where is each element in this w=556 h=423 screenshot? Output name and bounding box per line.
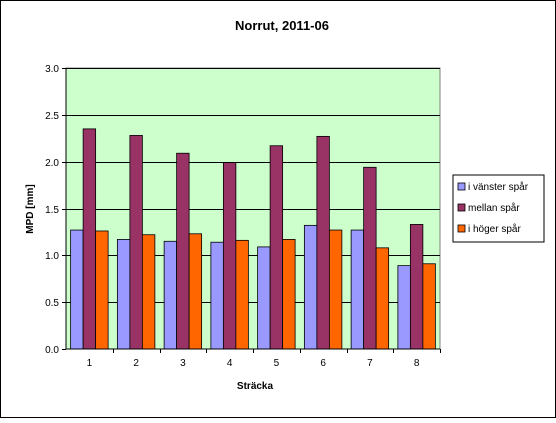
- bar: [163, 240, 178, 350]
- x-tick-label: 4: [227, 358, 233, 369]
- bar: [282, 239, 296, 350]
- x-tick-label: 8: [414, 358, 420, 369]
- y-tick-label: 0.5: [45, 298, 59, 309]
- x-axis-label: Sträcka: [237, 381, 274, 392]
- bar: [257, 246, 271, 350]
- legend-swatch: [457, 224, 466, 233]
- bar: [235, 239, 249, 350]
- y-axis-label: MPD [mm]: [25, 184, 36, 233]
- bar: [95, 230, 109, 350]
- bar: [269, 145, 284, 350]
- y-tick-label: 1.0: [45, 251, 59, 262]
- y-tick-label: 2.0: [45, 158, 59, 169]
- bar: [303, 224, 318, 350]
- x-tick-label: 3: [180, 358, 186, 369]
- x-axis-ticks: 1 2 3 4 5 6 7 8: [87, 349, 441, 369]
- x-tick-label: 7: [367, 358, 373, 369]
- legend-label: i höger spår: [468, 223, 521, 235]
- y-tick-label: 3.0: [45, 64, 59, 75]
- bar: [82, 128, 97, 350]
- bar: [375, 247, 390, 350]
- bar: [350, 229, 365, 350]
- legend-label: i vänster spår: [468, 181, 529, 193]
- bar: [129, 135, 143, 350]
- bar: [222, 162, 237, 350]
- legend: i vänster spår mellan spår i höger spår: [452, 174, 545, 243]
- legend-box: [452, 174, 545, 243]
- bar: [176, 152, 190, 350]
- bar: [70, 229, 84, 350]
- bar: [328, 229, 343, 350]
- bar: [316, 135, 330, 350]
- y-tick-label: 2.5: [45, 111, 59, 122]
- x-tick-label: 2: [133, 358, 139, 369]
- y-tick-label: 0.0: [45, 345, 59, 356]
- bar: [397, 265, 411, 350]
- y-axis-ticks: 0.0 0.5 1.0 1.5 2.0 2.5 3.0: [45, 64, 66, 356]
- legend-label: mellan spår: [468, 202, 520, 214]
- bar: [409, 224, 424, 350]
- x-tick-label: 1: [87, 358, 93, 369]
- bar: [363, 166, 377, 350]
- x-tick-label: 6: [320, 358, 326, 369]
- bar: [116, 239, 131, 350]
- chart-title: Norrut, 2011-06: [235, 18, 329, 33]
- x-tick-label: 5: [274, 358, 280, 369]
- bar: [422, 263, 436, 350]
- bar: [188, 233, 203, 350]
- legend-swatch: [457, 182, 466, 191]
- bar: [210, 241, 224, 350]
- y-tick-label: 1.5: [45, 205, 59, 216]
- legend-swatch: [457, 203, 466, 212]
- bar: [141, 234, 156, 350]
